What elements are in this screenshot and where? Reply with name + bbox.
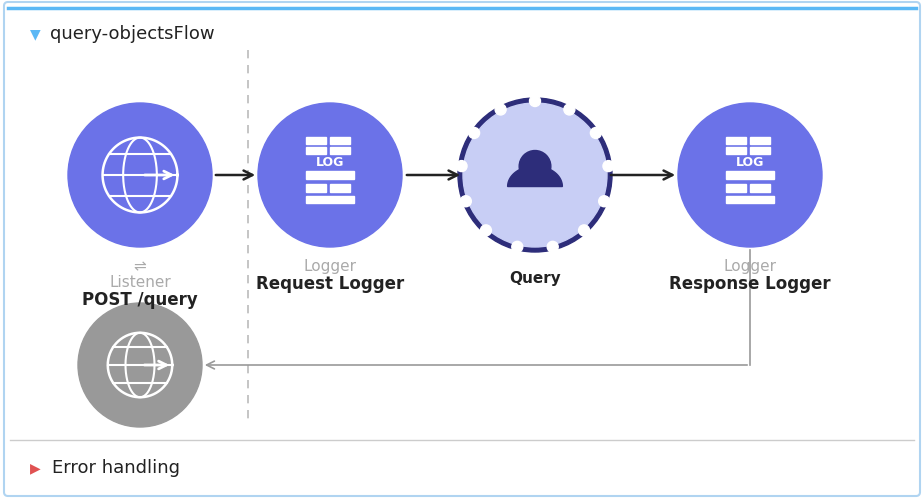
Circle shape — [460, 196, 471, 207]
Text: Listener: Listener — [109, 275, 171, 290]
Circle shape — [590, 127, 602, 138]
Text: Response Logger: Response Logger — [669, 275, 831, 293]
FancyBboxPatch shape — [4, 2, 920, 496]
Text: Request Logger: Request Logger — [256, 275, 404, 293]
Circle shape — [68, 103, 212, 247]
Circle shape — [78, 303, 202, 427]
Text: POST /query: POST /query — [82, 291, 198, 309]
Bar — [306, 196, 355, 203]
Bar — [725, 184, 746, 192]
Bar — [330, 137, 350, 144]
Text: ⇌: ⇌ — [134, 259, 146, 274]
Text: ▼: ▼ — [30, 27, 41, 41]
Text: query-objectsFlow: query-objectsFlow — [50, 25, 214, 43]
Bar — [750, 147, 771, 154]
Bar — [725, 171, 774, 179]
Text: Error handling: Error handling — [52, 459, 180, 477]
Polygon shape — [507, 166, 563, 187]
Circle shape — [458, 98, 612, 252]
Circle shape — [603, 160, 614, 172]
Bar — [330, 184, 350, 192]
Bar — [306, 171, 355, 179]
Circle shape — [463, 103, 607, 247]
Circle shape — [456, 160, 467, 172]
Circle shape — [480, 225, 492, 236]
Circle shape — [468, 127, 480, 138]
Bar — [725, 196, 774, 203]
Text: LOG: LOG — [316, 156, 344, 169]
Text: Query: Query — [509, 271, 561, 286]
Circle shape — [258, 103, 402, 247]
Circle shape — [678, 103, 822, 247]
Bar — [750, 184, 771, 192]
Circle shape — [578, 225, 590, 236]
Circle shape — [547, 242, 558, 252]
Bar — [750, 137, 771, 144]
Text: Logger: Logger — [723, 259, 776, 274]
Circle shape — [512, 242, 523, 252]
Text: LOG: LOG — [736, 156, 764, 169]
Text: ▶: ▶ — [30, 461, 41, 475]
Bar — [306, 184, 325, 192]
Bar — [725, 137, 746, 144]
Bar — [330, 147, 350, 154]
Text: Logger: Logger — [303, 259, 357, 274]
Circle shape — [495, 104, 506, 115]
Circle shape — [564, 104, 575, 115]
Circle shape — [519, 150, 551, 182]
Circle shape — [599, 196, 610, 207]
Bar — [306, 147, 325, 154]
Bar — [306, 137, 325, 144]
Circle shape — [529, 96, 541, 107]
Bar — [725, 147, 746, 154]
